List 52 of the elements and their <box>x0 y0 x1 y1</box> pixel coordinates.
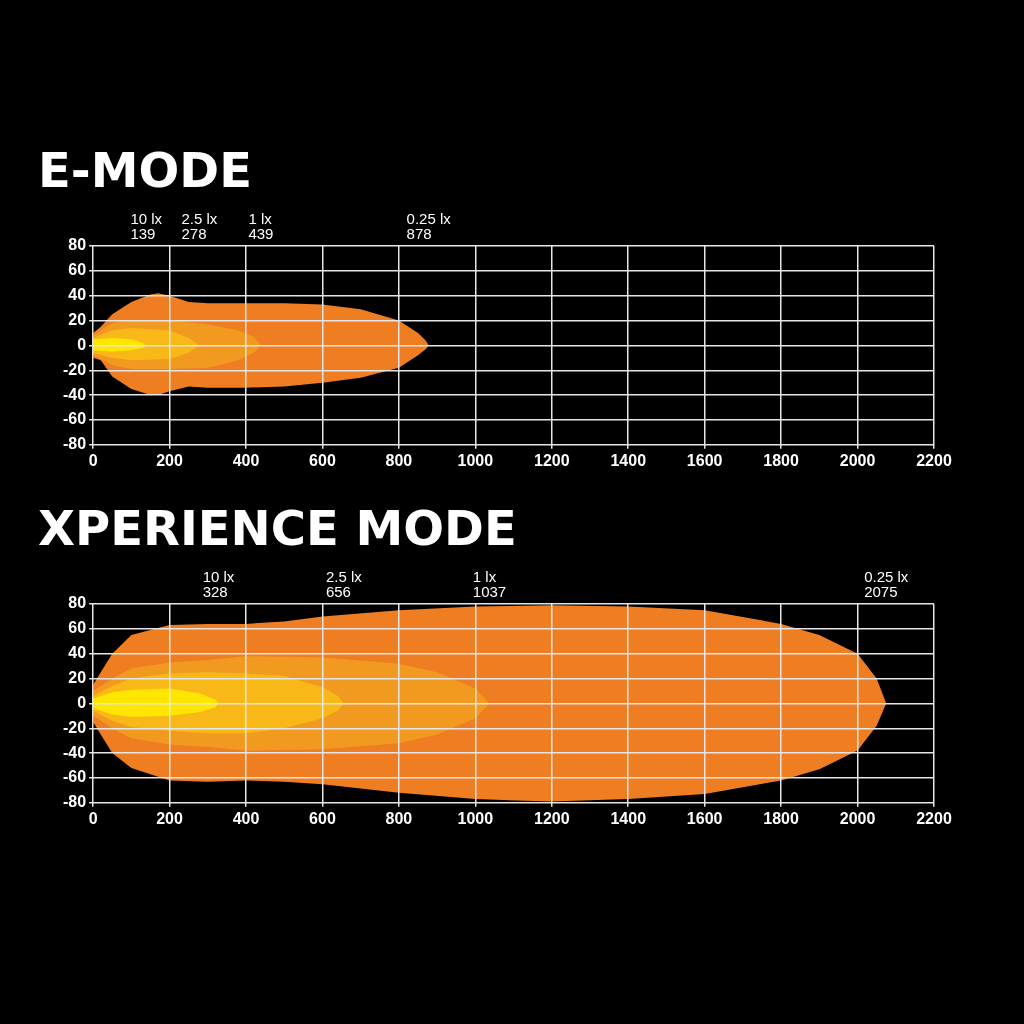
x-tick-label: 1800 <box>763 809 800 827</box>
x-tick-label: 800 <box>385 451 413 469</box>
y-tick-label: -60 <box>63 768 87 786</box>
y-tick-label: 80 <box>68 236 87 254</box>
chart-title: XPERIENCE MODE <box>38 499 518 558</box>
text: 2.5 lx 656 <box>325 567 363 600</box>
y-tick-label: 80 <box>68 594 87 612</box>
x-tick-label: 1000 <box>457 451 494 469</box>
y-tick-label: 20 <box>68 668 87 686</box>
x-tick-label: 0 <box>88 809 98 827</box>
y-tick-label: -20 <box>63 360 87 378</box>
text: 10 lx 139 <box>130 209 163 242</box>
x-tick-label: 400 <box>232 809 260 827</box>
x-tick-label: 1200 <box>533 809 570 827</box>
x-tick-label: 2200 <box>916 451 952 469</box>
x-tick-label: 1600 <box>686 809 723 827</box>
x-tick-label: 1000 <box>457 809 494 827</box>
y-tick-label: 40 <box>68 644 87 662</box>
y-tick-label: -80 <box>63 793 87 811</box>
text: 0.25 lx 2075 <box>864 567 909 600</box>
chart-title: E-MODE <box>38 141 253 200</box>
y-tick-label: 0 <box>77 693 87 711</box>
y-tick-label: 60 <box>68 619 87 637</box>
x-tick-label: 0 <box>88 451 98 469</box>
x-tick-label: 1400 <box>610 809 647 827</box>
text: 10 lx 328 <box>202 567 235 600</box>
text: 1 lx 439 <box>248 209 274 242</box>
x-tick-label: 400 <box>232 451 260 469</box>
text: 0.25 lx 878 <box>406 209 452 242</box>
x-tick-label: 2000 <box>839 809 876 827</box>
y-tick-label: 20 <box>68 310 87 328</box>
y-tick-label: -40 <box>63 385 87 403</box>
x-tick-label: 800 <box>385 809 413 827</box>
y-tick-label: -40 <box>63 743 87 761</box>
x-tick-label: 1200 <box>533 451 570 469</box>
x-tick-label: 2000 <box>839 451 876 469</box>
y-tick-label: -60 <box>63 410 87 428</box>
y-tick-label: -20 <box>63 718 87 736</box>
x-tick-label: 1400 <box>610 451 647 469</box>
text: 2.5 lx 278 <box>181 209 218 242</box>
text: 1 lx 1037 <box>472 567 507 600</box>
x-tick-label: 600 <box>309 451 336 469</box>
x-tick-label: 600 <box>309 809 336 827</box>
y-tick-label: -80 <box>63 435 87 453</box>
x-tick-label: 1800 <box>763 451 800 469</box>
x-tick-label: 200 <box>156 451 184 469</box>
y-tick-label: 60 <box>68 261 87 279</box>
y-tick-label: 40 <box>68 286 87 304</box>
x-tick-label: 1600 <box>686 451 723 469</box>
x-tick-label: 200 <box>156 809 184 827</box>
x-tick-label: 2200 <box>916 809 952 827</box>
y-tick-label: 0 <box>77 335 87 353</box>
